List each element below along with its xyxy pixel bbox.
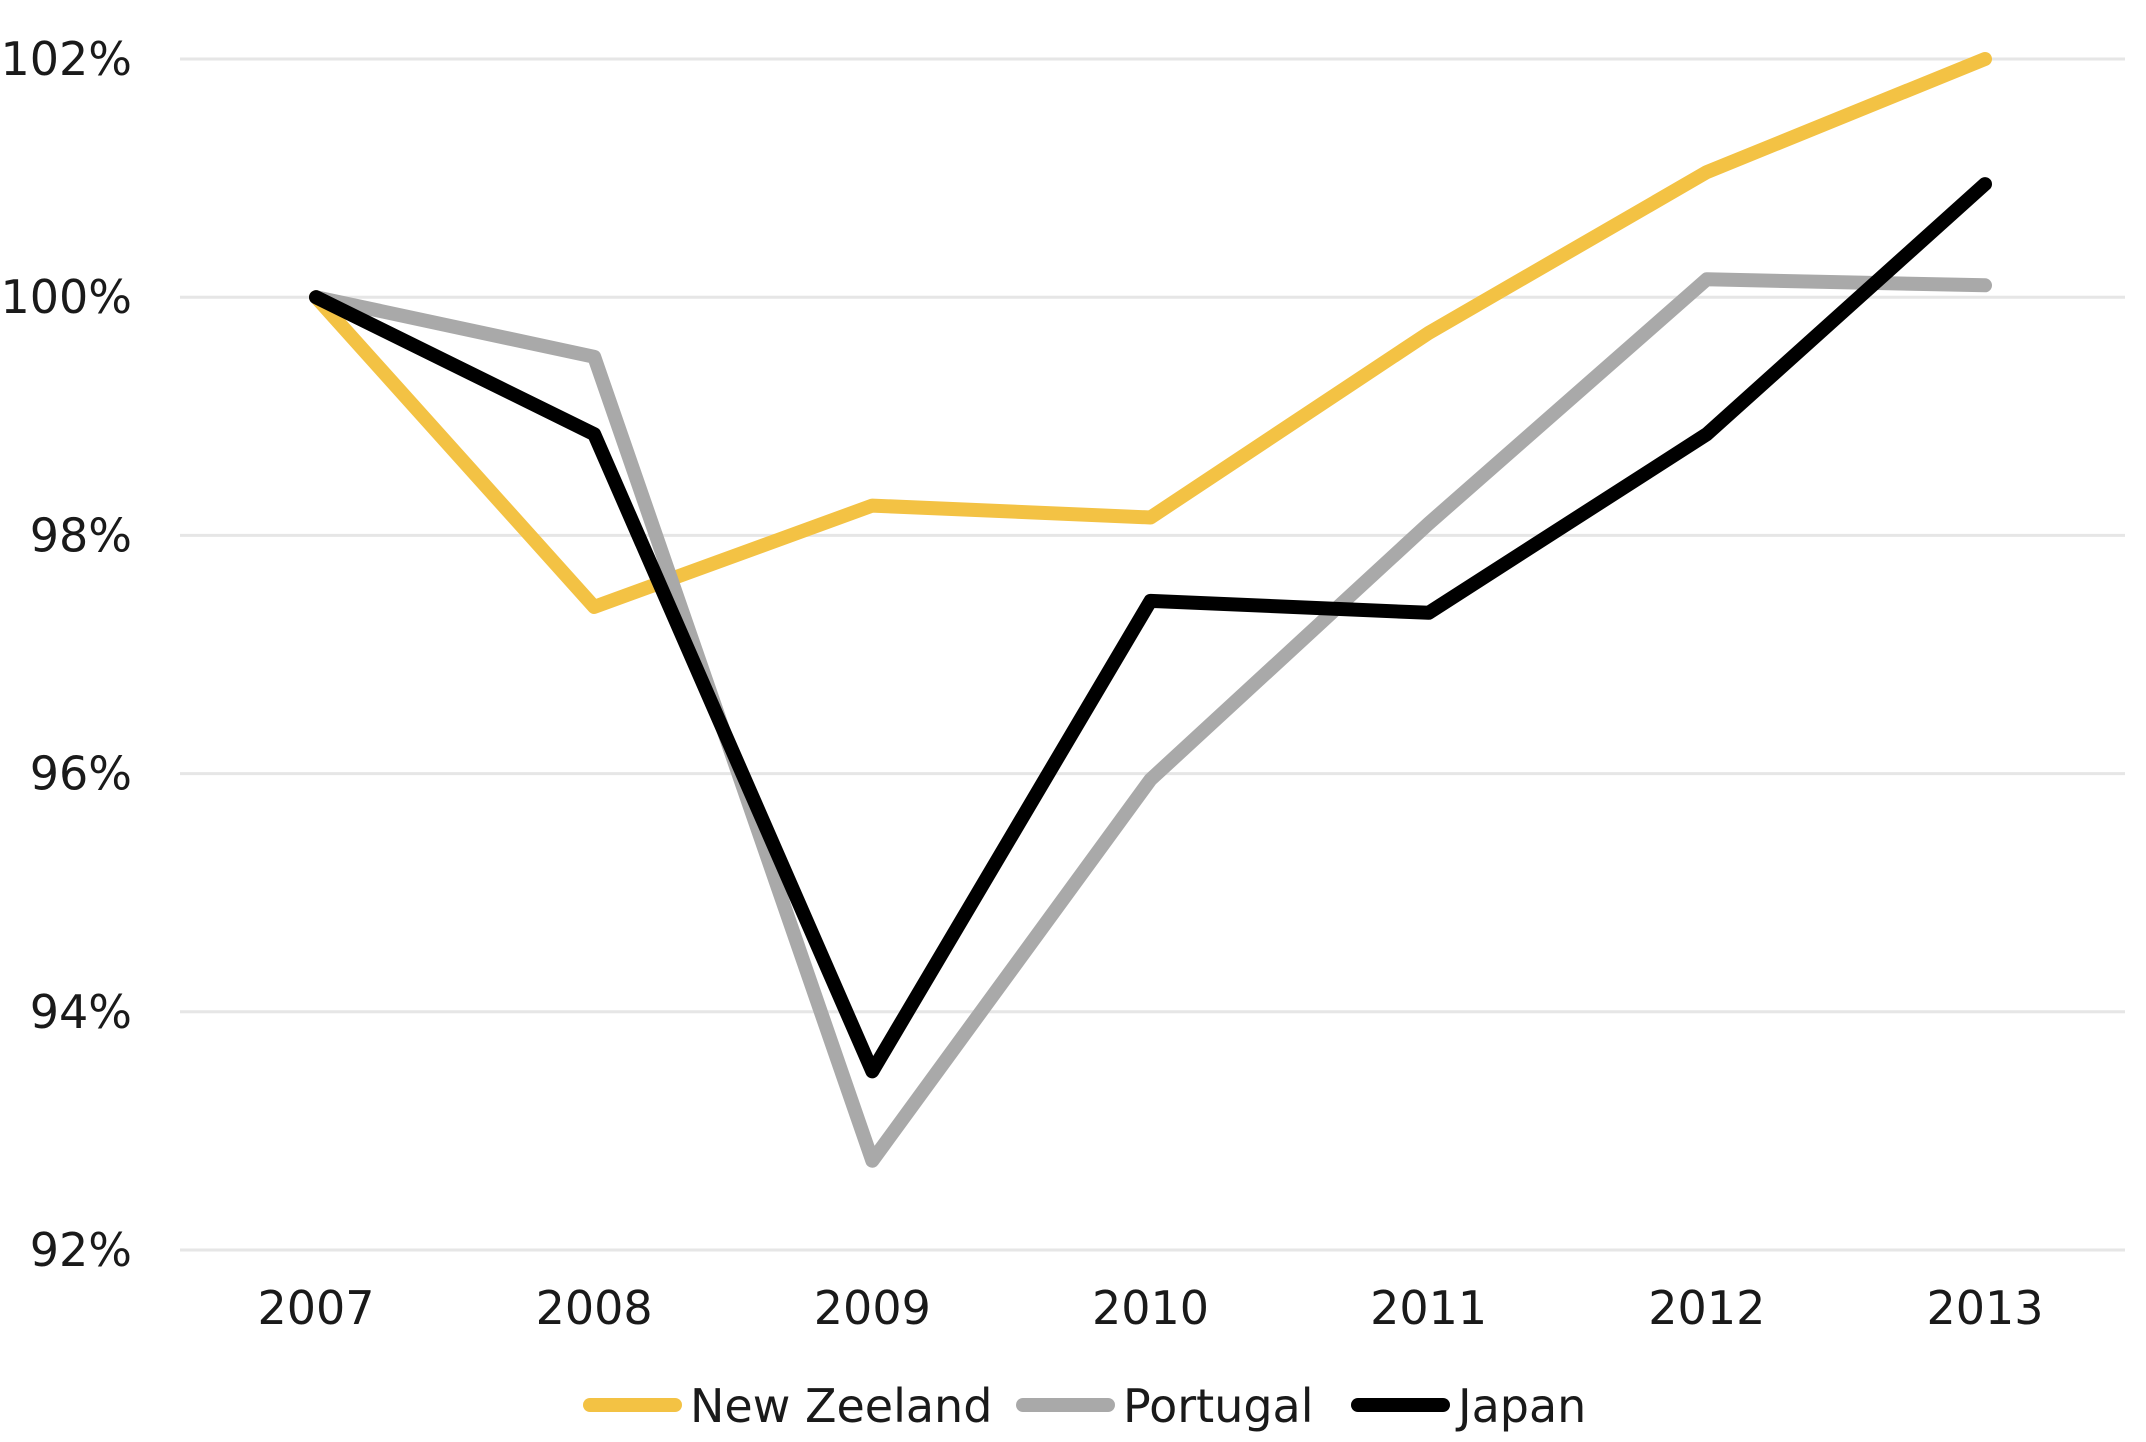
series-line-new-zeeland bbox=[309, 52, 1992, 614]
x-axis-ticks: 2007 2008 2009 2010 2011 2012 2013 bbox=[257, 1281, 2043, 1335]
x-tick-label: 2013 bbox=[1926, 1281, 2043, 1335]
y-axis-ticks: 92% 94% 96% 98% 100% 102% bbox=[0, 32, 132, 1277]
series-lines bbox=[309, 52, 1992, 1168]
x-tick-label: 2009 bbox=[814, 1281, 931, 1335]
x-tick-label: 2010 bbox=[1092, 1281, 1209, 1335]
x-tick-label: 2008 bbox=[536, 1281, 653, 1335]
legend: New Zeeland Portugal Japan bbox=[583, 1379, 1586, 1433]
y-tick-label: 102% bbox=[0, 32, 132, 86]
legend-label-new-zeeland: New Zeeland bbox=[690, 1379, 992, 1433]
gridlines bbox=[180, 57, 2125, 1252]
y-tick-label: 100% bbox=[0, 270, 132, 324]
y-tick-label: 96% bbox=[30, 747, 132, 801]
series-line-japan bbox=[309, 177, 1992, 1079]
y-tick-label: 98% bbox=[30, 508, 132, 562]
legend-label-japan: Japan bbox=[1455, 1379, 1586, 1433]
y-tick-label: 92% bbox=[30, 1223, 132, 1277]
x-tick-label: 2012 bbox=[1648, 1281, 1765, 1335]
x-tick-label: 2011 bbox=[1370, 1281, 1487, 1335]
legend-label-portugal: Portugal bbox=[1123, 1379, 1314, 1433]
x-tick-label: 2007 bbox=[257, 1281, 374, 1335]
y-tick-label: 94% bbox=[30, 985, 132, 1039]
